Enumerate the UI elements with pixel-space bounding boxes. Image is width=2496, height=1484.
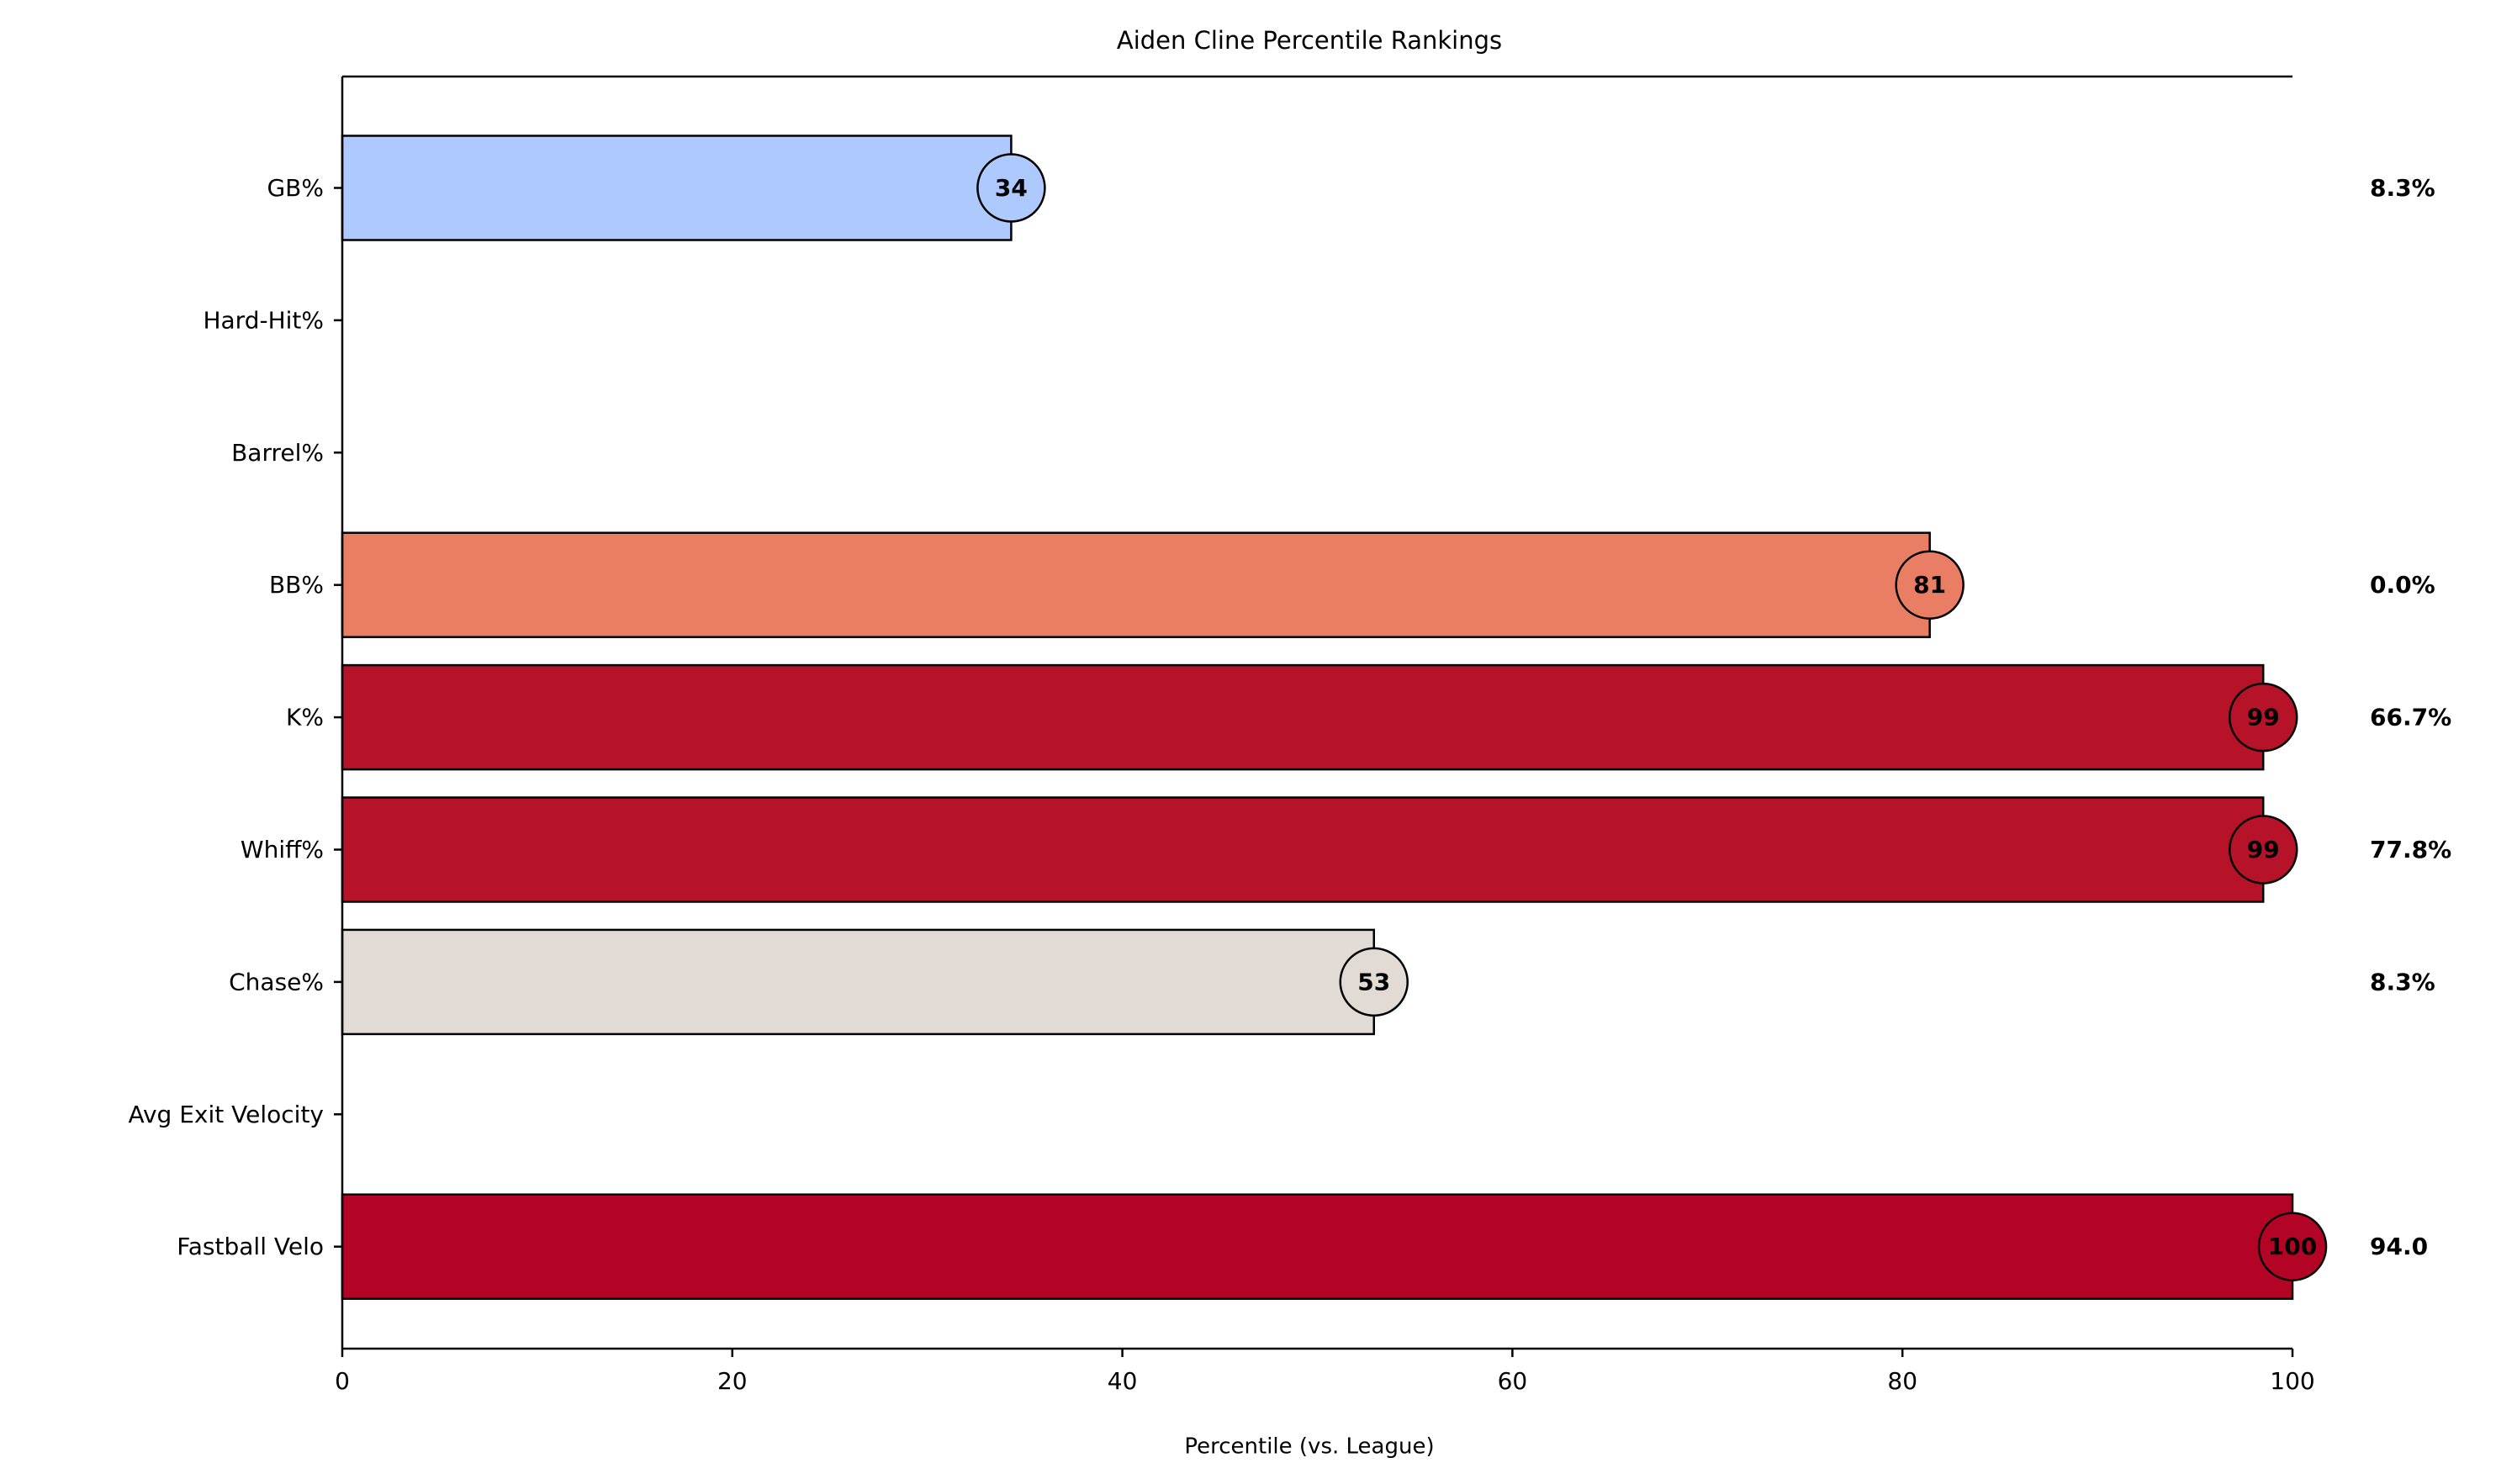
y-tick-label-barrel: Barrel% xyxy=(231,439,324,467)
bar-k xyxy=(341,663,2265,771)
percentile-marker-chase xyxy=(1339,947,1409,1017)
percentile-marker-bb xyxy=(1895,550,1965,620)
percentile-label-whiff: 99 xyxy=(2247,836,2280,863)
percentile-label-chase: 53 xyxy=(1357,968,1390,995)
y-tick-label-fastball-velo: Fastball Velo xyxy=(177,1233,324,1260)
bar-bb xyxy=(341,531,1931,638)
y-tick-label-hard-hit: Hard-Hit% xyxy=(203,306,324,334)
y-tick-label-bb: BB% xyxy=(269,571,324,599)
stat-label-fastball-velo: 94.0 xyxy=(2370,1233,2428,1260)
labels-layer: 34 8.3% 81 0.0% 99 66.7% 99 77.8% 53 8.3% 100 94.0 xyxy=(995,174,2451,1260)
stat-label-gb: 8.3% xyxy=(2370,174,2435,202)
x-tick-label-20: 20 xyxy=(717,1367,748,1395)
x-axis-label: Percentile (vs. League) xyxy=(1184,1434,1434,1460)
percentile-marker-whiff xyxy=(2228,815,2298,885)
percentile-marker-gb xyxy=(976,153,1046,223)
y-tick-label-gb: GB% xyxy=(267,174,324,202)
x-tick-label-80: 80 xyxy=(1887,1367,1917,1395)
y-tick-label-chase: Chase% xyxy=(229,968,324,995)
stat-label-k: 66.7% xyxy=(2370,704,2451,731)
percentile-marker-fastball-velo xyxy=(2257,1212,2328,1281)
x-tick-label-0: 0 xyxy=(335,1367,350,1395)
chart-title: Aiden Cline Percentile Rankings xyxy=(1117,26,1502,55)
x-tick-label-60: 60 xyxy=(1498,1367,1528,1395)
percentile-label-gb: 34 xyxy=(995,174,1028,202)
y-tick-label-avg-exit-velocity: Avg Exit Velocity xyxy=(128,1101,324,1128)
y-tick-label-k: K% xyxy=(286,704,324,731)
stat-label-bb: 0.0% xyxy=(2370,571,2435,599)
axes-layer: GB% Hard-Hit% Barrel% BB% K% Whiff% Chase% Avg … xyxy=(128,75,2315,1395)
bar-chase xyxy=(341,928,1376,1036)
percentile-label-fastball-velo: 100 xyxy=(2268,1233,2317,1260)
percentile-label-bb: 81 xyxy=(1913,571,1946,599)
bar-gb xyxy=(341,135,1013,241)
stat-label-chase: 8.3% xyxy=(2370,968,2435,995)
percentile-label-k: 99 xyxy=(2247,704,2280,731)
bar-fastball-velo xyxy=(341,1193,2294,1300)
x-tick-label-40: 40 xyxy=(1108,1367,1138,1395)
y-tick-label-whiff: Whiff% xyxy=(241,836,324,863)
bars-layer xyxy=(341,135,2328,1300)
x-tick-label-100: 100 xyxy=(2270,1367,2314,1395)
stat-label-whiff: 77.8% xyxy=(2370,836,2451,863)
bar-whiff xyxy=(341,796,2265,903)
percentile-marker-k xyxy=(2228,682,2298,753)
